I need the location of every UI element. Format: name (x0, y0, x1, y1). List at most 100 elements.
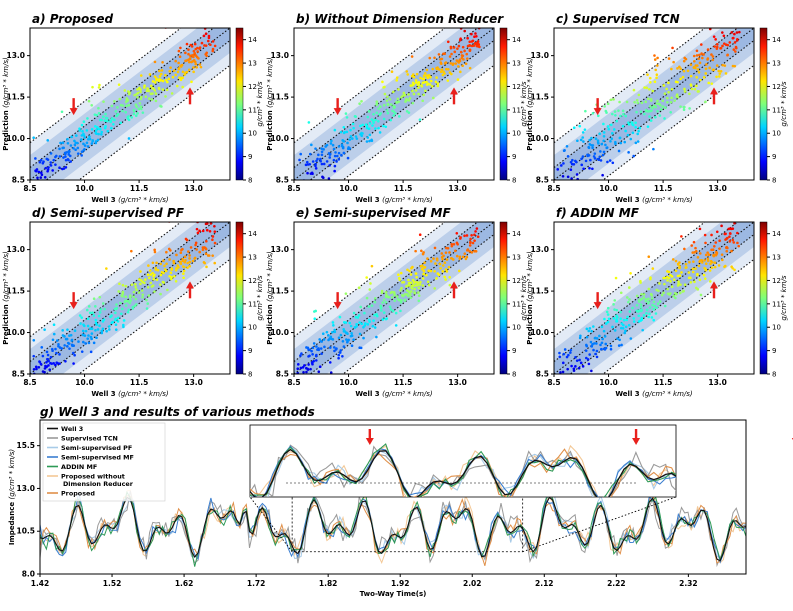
scatter-point (89, 350, 93, 354)
scatter-point (688, 107, 691, 110)
y-tick-label: 8.0 (22, 570, 35, 579)
scatter-point (320, 147, 323, 150)
scatter-point (731, 24, 734, 27)
scatter-point (342, 125, 346, 129)
scatter-point (423, 72, 427, 75)
scatter-point (689, 280, 693, 284)
scatter-point (599, 150, 602, 153)
scatter-point (65, 337, 69, 341)
scatter-point (347, 146, 350, 149)
scatter-point (704, 67, 708, 70)
x-tick-label: 8.5 (547, 378, 560, 387)
scatter-point (92, 314, 96, 317)
scatter-point (46, 158, 50, 161)
scatter-point (127, 115, 130, 118)
colorbar-tick-label: 12 (248, 277, 257, 285)
scatter-point (612, 128, 616, 131)
scatter-point (153, 89, 157, 92)
panel-plot-area (30, 211, 230, 374)
colorbar-tick-label: 8 (512, 371, 516, 379)
scatter-point (152, 274, 155, 278)
scatter-point (127, 92, 131, 96)
red-arrow-down (69, 292, 78, 310)
scatter-point (188, 257, 191, 260)
scatter-point (646, 73, 649, 76)
scatter-point (122, 325, 125, 329)
scatter-point (635, 309, 639, 313)
scatter-point (408, 293, 412, 296)
scatter-point (445, 246, 448, 250)
scatter-point (339, 130, 343, 134)
scatter-point (724, 43, 728, 46)
scatter-point (93, 305, 97, 308)
scatter-point (152, 277, 156, 281)
scatter-point (129, 299, 133, 302)
scatter-point (58, 346, 62, 349)
scatter-point (338, 351, 342, 354)
scatter-point (475, 227, 479, 230)
scatter-point (78, 127, 81, 130)
scatter-point (331, 338, 335, 341)
scatter-point (337, 151, 341, 155)
y-axis-label-main: Prediction (2, 108, 10, 151)
scatter-point (463, 49, 466, 53)
scatter-point (73, 143, 77, 147)
scatter-point (606, 320, 610, 324)
scatter-point (110, 321, 114, 325)
scatter-point (708, 269, 712, 272)
scatter-point (132, 295, 136, 298)
scatter-point (626, 133, 630, 137)
scatter-point (382, 117, 386, 121)
scatter-point (608, 159, 612, 162)
scatter-point (463, 29, 467, 33)
series-line-proposed (40, 490, 746, 566)
scatter-point (152, 87, 155, 90)
scatter-point (619, 291, 623, 295)
scatter-point (130, 283, 134, 286)
scatter-point (147, 276, 151, 280)
scatter-point (110, 104, 114, 108)
scatter-point (349, 324, 353, 328)
scatter-point (609, 98, 613, 102)
scatter-point (91, 85, 94, 89)
scatter-point (667, 90, 670, 94)
scatter-point (606, 160, 609, 164)
scatter-point (417, 86, 420, 89)
scatter-point (209, 43, 212, 46)
scatter-point (652, 104, 656, 108)
scatter-point (455, 254, 459, 258)
scatter-point (80, 316, 84, 319)
scatter-point (123, 300, 127, 304)
colorbar (499, 221, 508, 375)
scatter-point (435, 76, 438, 79)
scatter-point (682, 59, 686, 63)
scatter-point (558, 351, 561, 355)
scatter-point (155, 261, 158, 265)
scatter-point (654, 68, 657, 72)
scatter-point (97, 106, 100, 110)
scatter-point (160, 69, 164, 72)
scatter-point (582, 167, 585, 171)
scatter-point (412, 92, 416, 96)
scatter-point (613, 329, 617, 332)
scatter-point (96, 138, 100, 142)
scatter-point (566, 175, 570, 179)
scatter-point (185, 211, 188, 214)
x-axis-label-unit: (g/cm³ * km/s) (642, 390, 693, 398)
scatter-point (448, 283, 452, 287)
scatter-point (461, 64, 464, 68)
scatter-point (617, 109, 620, 112)
scatter-point (205, 228, 209, 232)
scatter-point (207, 34, 211, 38)
arrow-head (632, 438, 641, 445)
scatter-point (670, 88, 674, 91)
scatter-point (368, 133, 372, 137)
scatter-point (351, 137, 354, 140)
scatter-point (637, 309, 641, 313)
scatter-point (358, 332, 362, 336)
scatter-point (640, 292, 643, 296)
colorbar-tick-label: 9 (248, 347, 252, 355)
scatter-point (648, 312, 651, 316)
